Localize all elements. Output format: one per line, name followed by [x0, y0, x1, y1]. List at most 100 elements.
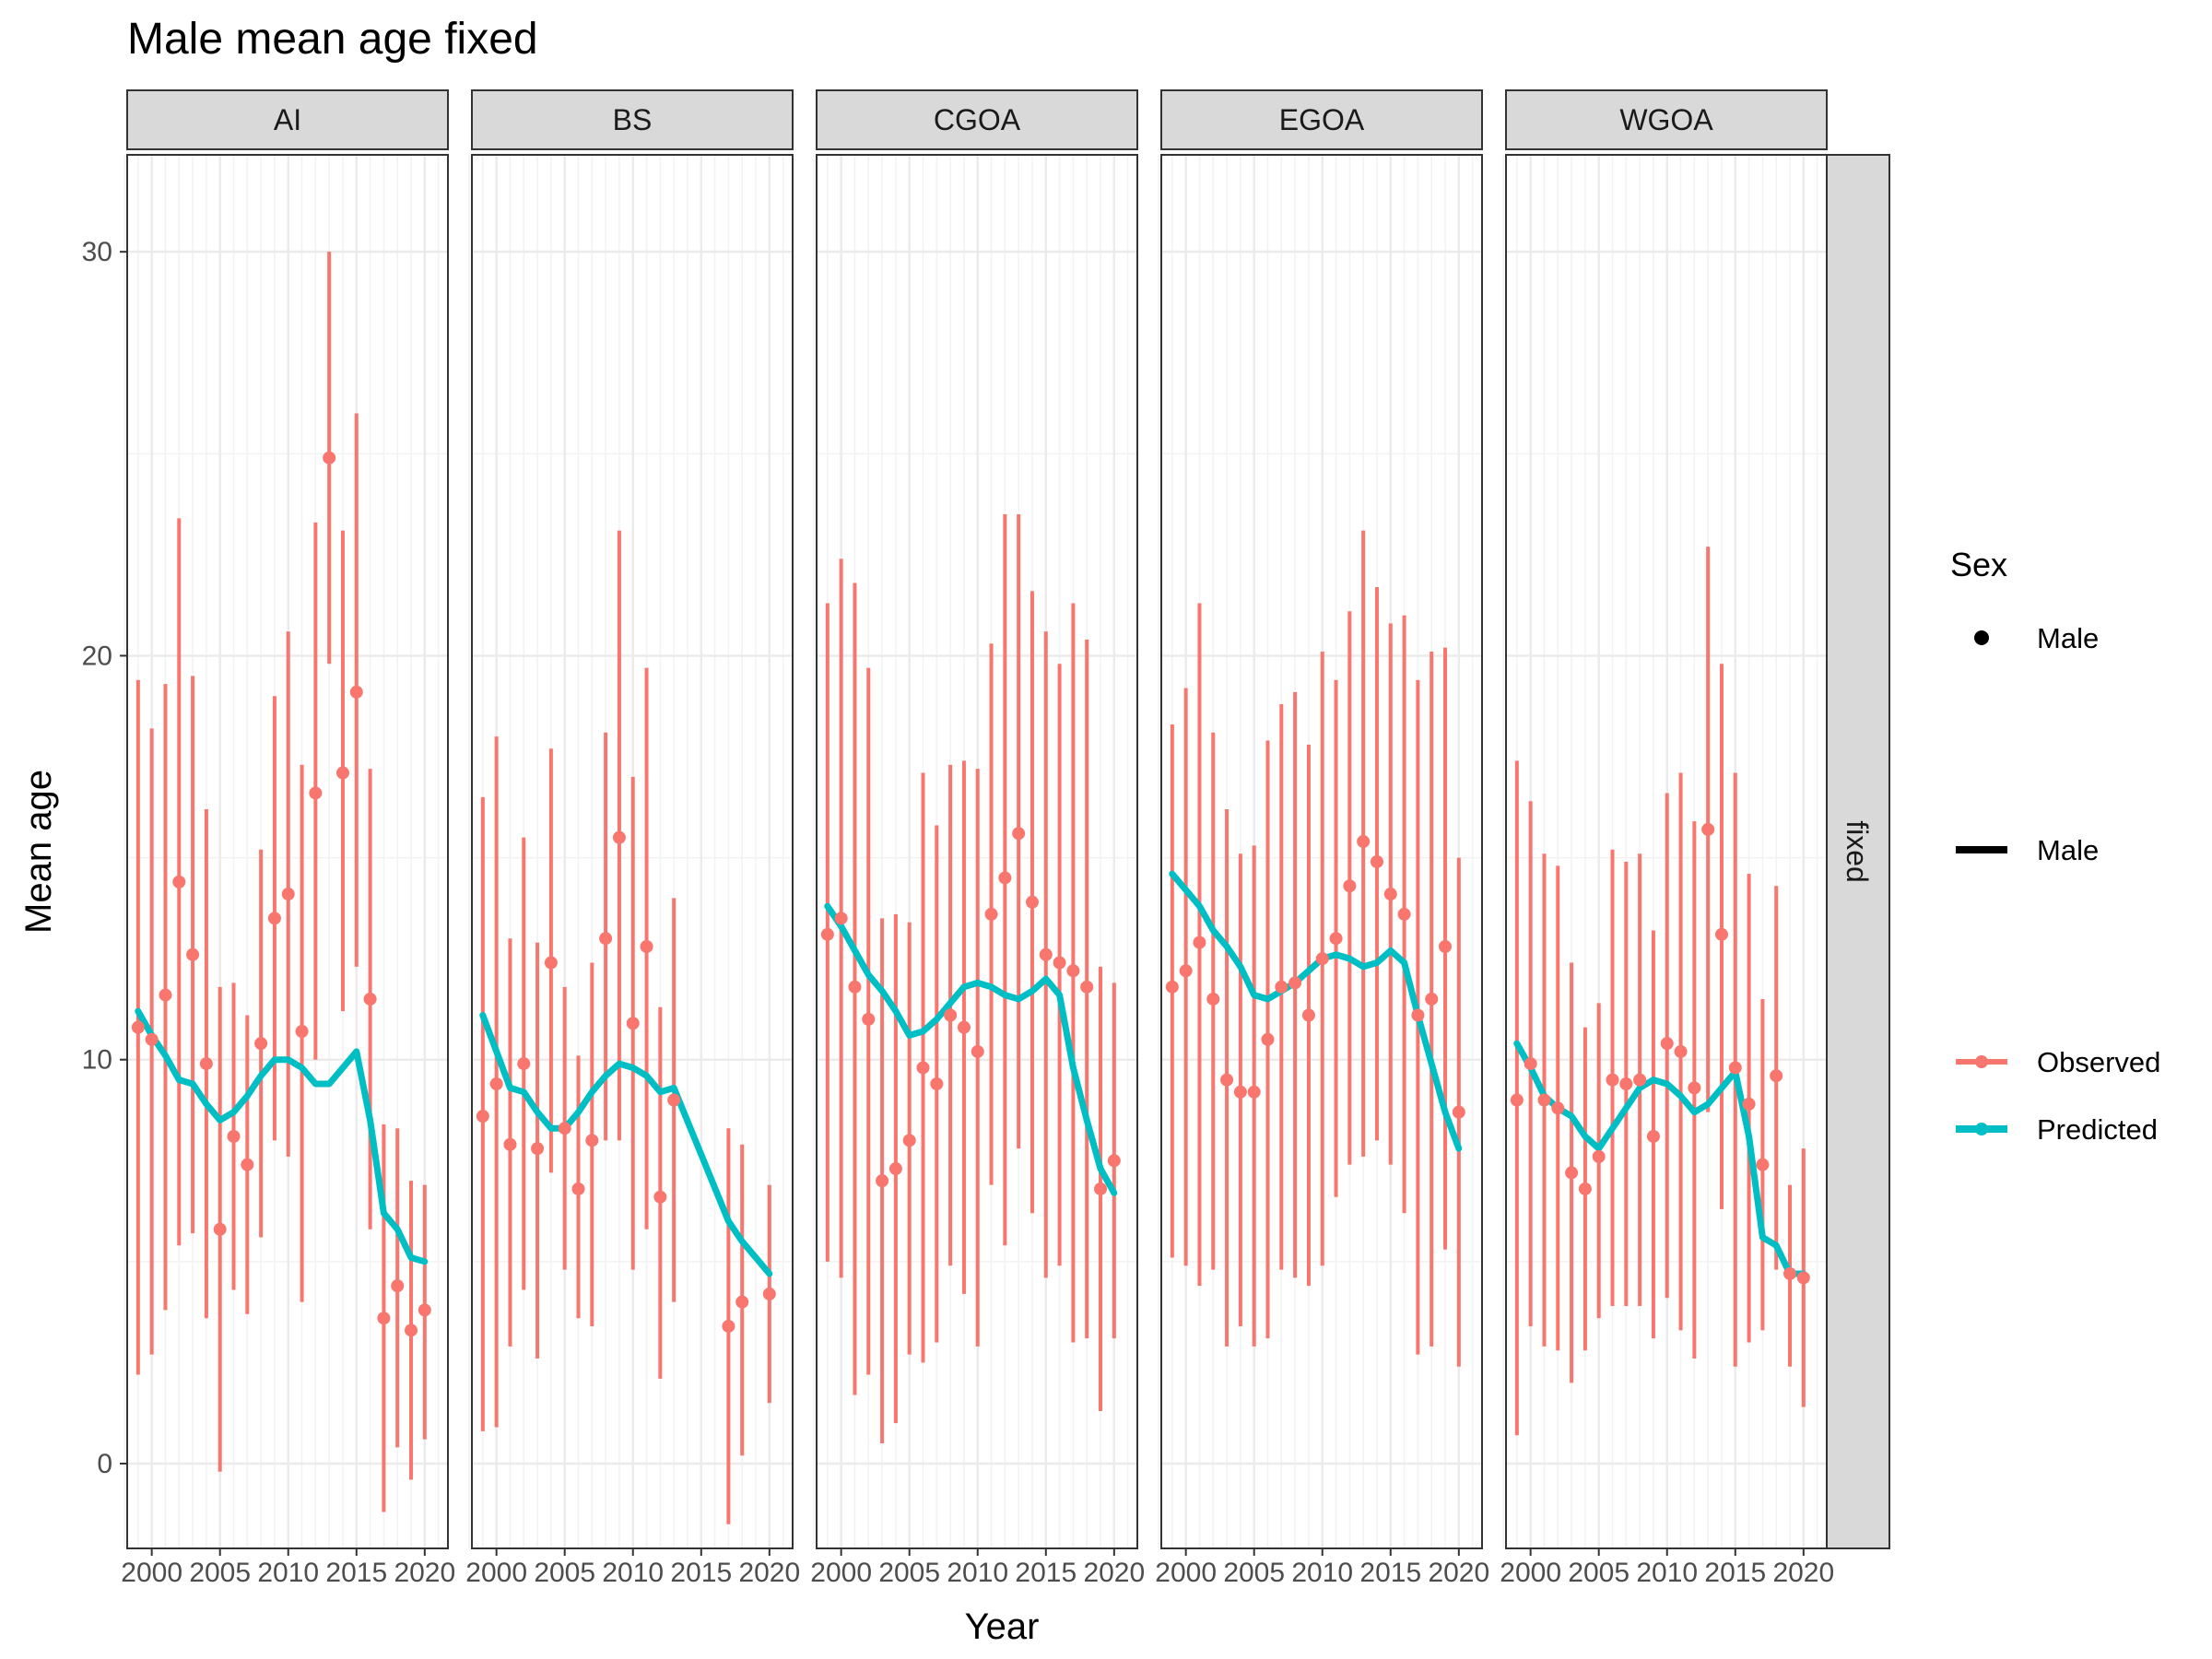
observed-point: [1066, 964, 1080, 978]
observed-point: [1796, 1271, 1810, 1285]
observed-point: [377, 1312, 391, 1325]
observed-point: [517, 1057, 531, 1071]
x-tick-label: 2005: [878, 1558, 940, 1588]
x-tick-label: 2020: [394, 1558, 455, 1588]
observed-point: [626, 1017, 640, 1030]
facet-strip-label: CGOA: [934, 103, 1021, 136]
predicted-line: [1513, 1040, 1807, 1277]
observed-point: [1411, 1008, 1425, 1022]
observed-point: [241, 1158, 254, 1171]
x-tick-label: 2020: [738, 1558, 800, 1588]
observed-point: [640, 939, 653, 953]
x-tick-label: 2000: [1155, 1558, 1217, 1588]
x-tick-label: 2015: [1359, 1558, 1421, 1588]
observed-point: [131, 1020, 145, 1034]
observed-point: [1397, 907, 1411, 921]
observed-point: [1660, 1037, 1674, 1051]
observed-point: [735, 1295, 749, 1309]
observed-point: [1565, 1166, 1579, 1180]
observed-point: [295, 1025, 309, 1039]
panel-cgoa: CGOA 2000 2005 2010 2015 2020: [810, 89, 1145, 1588]
observed-point: [186, 947, 200, 961]
facet-strip: [471, 89, 794, 150]
x-tick-label: 2000: [465, 1558, 527, 1588]
legend-key-predicted-point: [1975, 1123, 1988, 1135]
observed-point: [1439, 939, 1453, 953]
y-axis-title: Mean age: [18, 770, 59, 934]
observed-point: [159, 988, 172, 1002]
panel-ai: AI 2000 2005 2010 2015 2020: [121, 89, 455, 1588]
row-strip-label: fixed: [1841, 820, 1874, 883]
observed-point: [848, 980, 862, 994]
observed-point: [834, 912, 848, 925]
x-tick-label: 2000: [121, 1558, 182, 1588]
legend-title: Sex: [1950, 546, 2007, 583]
observed-point: [1233, 1085, 1247, 1099]
observed-point: [558, 1122, 571, 1135]
x-tick-label: 2005: [534, 1558, 595, 1588]
observed-point: [1592, 1149, 1606, 1163]
facet-strip-label: BS: [613, 103, 653, 136]
observed-point: [335, 766, 349, 780]
observed-point: [267, 912, 281, 925]
observed-point: [984, 907, 998, 921]
observed-point: [762, 1287, 776, 1300]
observed-point: [1674, 1044, 1688, 1058]
panel-egoa: EGOA 2000 2005 2010 2015 2020: [1155, 89, 1489, 1588]
observed-point: [1094, 1182, 1108, 1195]
observed-point: [1537, 1093, 1551, 1107]
observed-point: [213, 1222, 227, 1236]
legend-label-line: Male: [2037, 834, 2099, 866]
observed-point: [405, 1324, 418, 1337]
observed-point: [391, 1279, 405, 1293]
observed-point: [227, 1129, 241, 1143]
facet-strip-label: AI: [274, 103, 301, 136]
observed-point: [1206, 992, 1220, 1006]
observed-point: [349, 685, 363, 699]
observed-point: [1261, 1032, 1275, 1046]
observed-point: [503, 1137, 517, 1151]
facet-strip: [1505, 89, 1828, 150]
observed-point: [199, 1057, 213, 1071]
observed-point: [653, 1190, 667, 1204]
observed-point: [1383, 888, 1397, 901]
observed-point: [145, 1032, 159, 1046]
x-tick-label: 2010: [947, 1558, 1008, 1588]
observed-point: [1288, 976, 1302, 990]
observed-point: [254, 1037, 268, 1051]
x-tick-label: 2010: [1636, 1558, 1698, 1588]
y-tick-label: 20: [82, 641, 112, 671]
observed-point: [1728, 1061, 1742, 1075]
observed-point: [281, 888, 295, 901]
x-tick-label: 2015: [325, 1558, 387, 1588]
observed-point: [930, 1077, 944, 1090]
observed-point: [1275, 980, 1288, 994]
observed-point: [489, 1077, 503, 1090]
legend-key-observed-point: [1975, 1055, 1988, 1068]
predicted-line: [479, 1012, 773, 1277]
observed-point: [1329, 932, 1343, 946]
legend-key-point: [1974, 630, 1989, 645]
facet-strip-label: WGOA: [1619, 103, 1713, 136]
legend: Sex Male Male Observed Predicted: [1950, 546, 2160, 1146]
observed-point: [1301, 1008, 1315, 1022]
y-axis: 0 10 20 30: [82, 237, 127, 1479]
observed-point: [1425, 992, 1439, 1006]
y-tick-label: 10: [82, 1045, 112, 1076]
observed-point: [722, 1319, 735, 1333]
facet-strip: [126, 89, 449, 150]
observed-point: [1452, 1105, 1465, 1119]
observed-point: [1742, 1097, 1756, 1111]
observed-point: [531, 1142, 545, 1156]
observed-point: [1247, 1085, 1261, 1099]
x-tick-label: 2010: [602, 1558, 664, 1588]
observed-point: [888, 1162, 902, 1176]
observed-point: [1025, 895, 1039, 909]
observed-point: [1039, 947, 1053, 961]
observed-point: [820, 927, 834, 941]
chart-title: Male mean age fixed: [127, 15, 538, 64]
x-axis-title: Year: [965, 1606, 1040, 1647]
x-tick-label: 2020: [1083, 1558, 1145, 1588]
